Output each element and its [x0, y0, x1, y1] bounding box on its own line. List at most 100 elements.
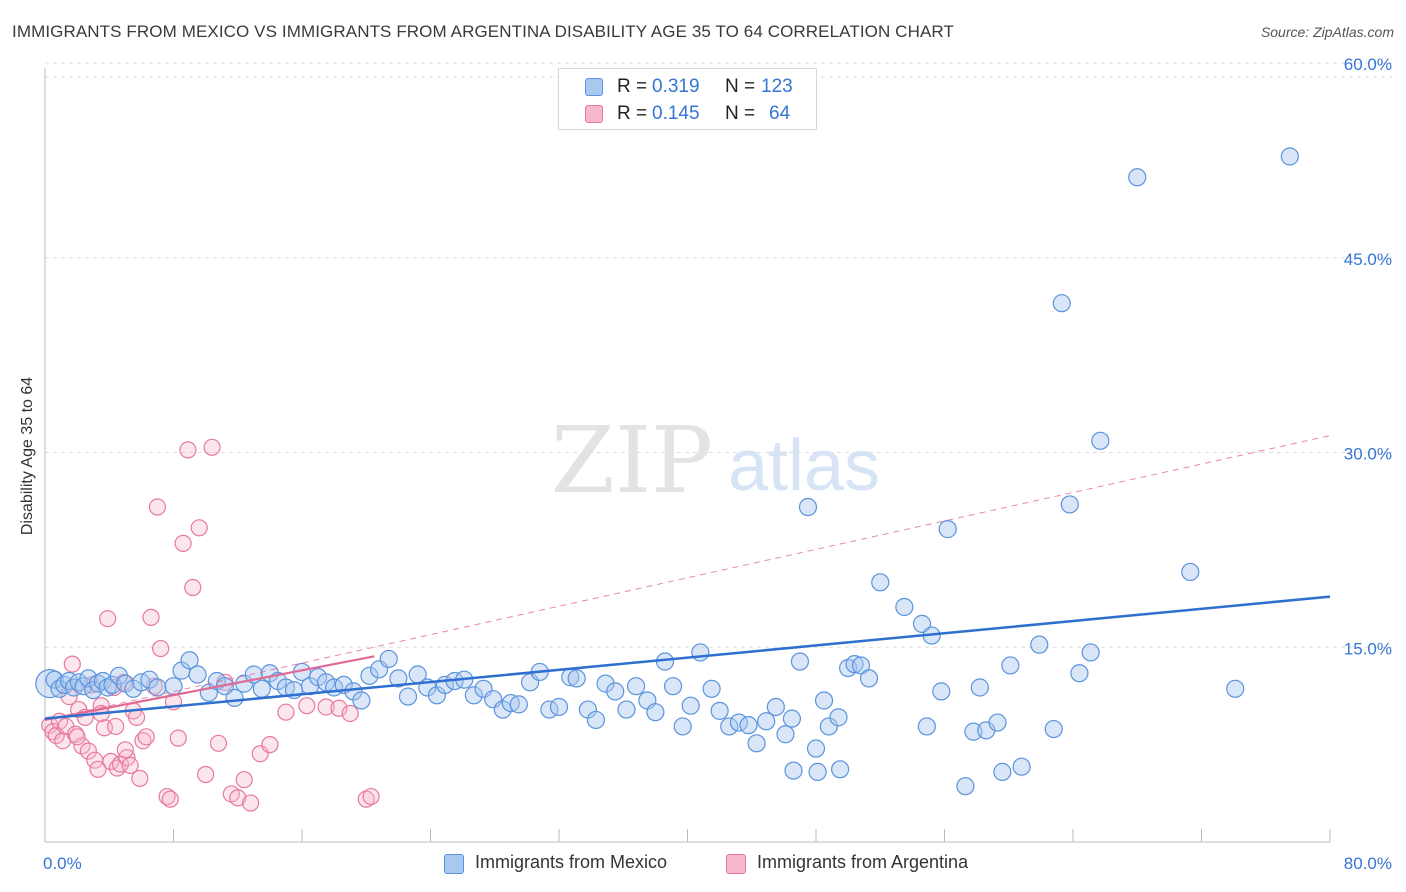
- mexico-point: [814, 691, 834, 710]
- mexico-point: [626, 677, 646, 696]
- argentina-point: [68, 728, 86, 746]
- mexico-trend-line: [44, 595, 1331, 720]
- argentina-point: [142, 608, 160, 626]
- axes: [44, 68, 1331, 843]
- mexico-point: [64, 678, 84, 697]
- mexico-point: [398, 687, 418, 706]
- chart-title: IMMIGRANTS FROM MEXICO VS IMMIGRANTS FRO…: [12, 22, 954, 41]
- mexico-point: [739, 716, 758, 735]
- mexico-point: [776, 725, 795, 744]
- argentina-point: [89, 760, 107, 778]
- x-tick-label: 0.0%: [43, 854, 82, 873]
- mexico-point: [1012, 757, 1031, 776]
- mexico-point: [1280, 147, 1299, 166]
- mexico-point: [1070, 664, 1089, 683]
- mexico-point: [1001, 656, 1020, 675]
- mexico-point: [606, 682, 625, 701]
- argentina-point: [107, 717, 125, 736]
- argentina-point: [174, 534, 192, 552]
- argentina-points: [41, 438, 380, 812]
- mexico-point: [148, 678, 167, 697]
- mexico-point: [956, 777, 975, 796]
- argentina-point: [148, 498, 167, 516]
- mexico-point: [917, 717, 936, 736]
- argentina-point: [63, 655, 81, 673]
- source-label: Source: ZipAtlas.com: [1260, 24, 1394, 40]
- argentina-point: [197, 765, 215, 784]
- correlation-legend: R = 0.319 N = 123 R = 0.145 N = 64: [558, 68, 817, 130]
- mexico-point: [596, 674, 615, 693]
- mexico-point: [164, 677, 183, 696]
- argentina-point: [102, 752, 120, 771]
- watermark: ZIP atlas: [551, 407, 880, 514]
- mexico-point: [871, 573, 890, 592]
- mexico-point: [932, 682, 951, 701]
- mexico-point: [389, 669, 408, 688]
- legend-row-mexico: R = 0.319 N = 123: [559, 75, 816, 101]
- argentina-point: [169, 729, 187, 747]
- mexico-point: [798, 497, 818, 517]
- argentina-point: [158, 787, 176, 806]
- mexico-point: [993, 762, 1012, 781]
- mexico-point: [252, 679, 271, 698]
- mexico-point: [747, 734, 766, 753]
- argentina-point: [362, 787, 380, 806]
- argentina-point: [261, 736, 279, 754]
- mexico-point: [1128, 168, 1147, 187]
- mexico-point: [586, 710, 606, 730]
- argentina-point: [184, 578, 202, 597]
- mexico-point: [757, 712, 776, 731]
- y-tick-label: 60.0%: [1344, 55, 1392, 74]
- legend-r-label: R =: [617, 76, 648, 97]
- legend-swatch-argentina: [585, 105, 603, 123]
- bottom-legend-swatch-mexico: [444, 854, 464, 874]
- mexico-point: [808, 762, 827, 781]
- y-tick-label: 15.0%: [1344, 639, 1392, 658]
- mexico-point: [646, 703, 665, 722]
- mexico-point: [1060, 495, 1079, 514]
- bottom-legend-swatch-argentina: [726, 854, 746, 874]
- mexico-point: [720, 717, 739, 736]
- mexico-point: [784, 761, 803, 780]
- bottom-legend-label-argentina: Immigrants from Argentina: [757, 852, 969, 872]
- mexico-point: [1030, 635, 1049, 654]
- argentina-point: [209, 734, 228, 752]
- y-tick-label: 30.0%: [1344, 445, 1392, 464]
- mexico-point: [509, 695, 528, 714]
- mexico-point: [766, 697, 785, 717]
- legend-r-label: R =: [617, 103, 648, 124]
- mexico-point: [1181, 562, 1200, 582]
- argentina-point: [277, 703, 295, 721]
- mexico-point: [188, 665, 207, 684]
- mexico-point: [851, 656, 871, 675]
- legend-r-value: 0.319: [652, 76, 700, 97]
- mexico-point: [710, 701, 729, 720]
- legend-row-argentina: R = 0.145 N = 64: [559, 102, 816, 128]
- mexico-point: [464, 686, 483, 705]
- mexico-point: [970, 678, 989, 697]
- mexico-point: [549, 697, 569, 717]
- argentina-trend-line: [44, 655, 375, 722]
- argentina-point: [235, 771, 253, 789]
- mexico-point: [938, 520, 957, 539]
- mexico-point: [1052, 294, 1071, 313]
- mexico-point: [673, 717, 692, 736]
- grid-lines: [45, 62, 1392, 648]
- mexico-point: [35, 669, 65, 699]
- mexico-point: [352, 691, 371, 710]
- legend-n-value: 123: [761, 76, 793, 97]
- watermark-atlas: atlas: [728, 426, 880, 506]
- argentina-point: [203, 438, 221, 456]
- mexico-point: [98, 678, 117, 697]
- bottom-legend-label-mexico: Immigrants from Mexico: [475, 852, 668, 872]
- argentina-point: [341, 704, 359, 723]
- mexico-point: [691, 643, 710, 662]
- mexico-point: [845, 655, 864, 674]
- mexico-point: [567, 669, 586, 688]
- argentina-point: [190, 519, 208, 537]
- mexico-point: [88, 674, 108, 693]
- argentina-point: [161, 790, 179, 808]
- mexico-point: [912, 614, 932, 633]
- legend-n-label: N =: [725, 103, 756, 124]
